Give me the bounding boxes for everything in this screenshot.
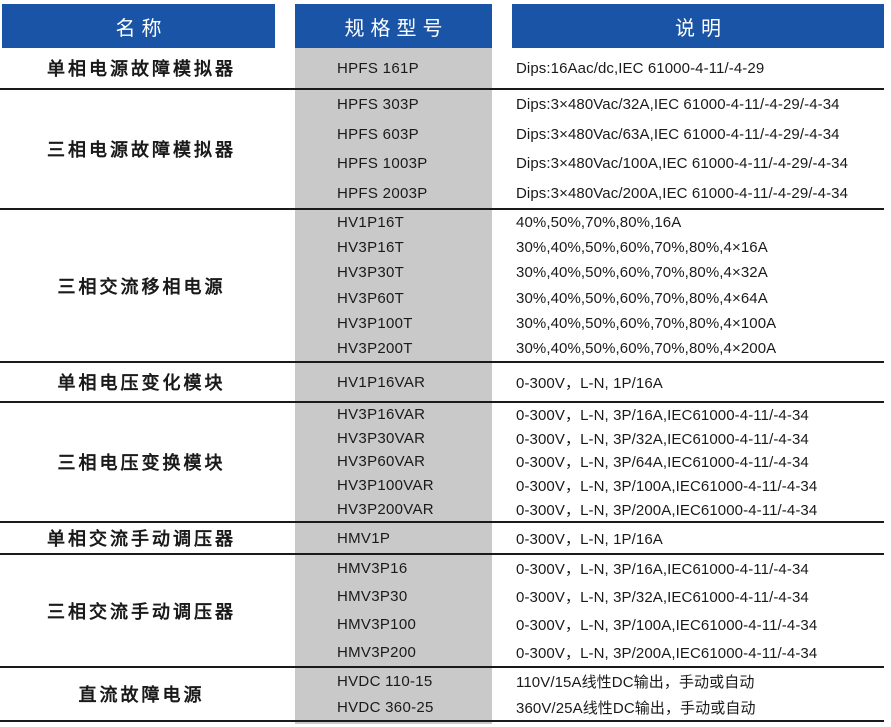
table-row-group: 直流故障电源 HVDC 110-15 HVDC 360-25 110V/15A线性DC… bbox=[0, 668, 884, 722]
model-text: HV3P16VAR bbox=[337, 406, 426, 424]
model-text: HMV1P bbox=[337, 529, 391, 547]
group-name: 三相交流移相电源 bbox=[57, 276, 226, 297]
model-cell: HMV1P bbox=[295, 523, 492, 553]
desc-cell: 0-300V，L-N, 3P/16A,IEC61000-4-11/-4-34 0-… bbox=[512, 555, 884, 666]
desc-text: Dips:3×480Vac/200A,IEC 61000-4-11/-4-29/… bbox=[516, 184, 849, 202]
header-cell-model: 规格型号 bbox=[295, 4, 492, 48]
table-row-group: 三相电压变换模块 HV3P16VAR HV3P30VAR HV3P60VAR HV3P1… bbox=[0, 403, 884, 523]
model-text: HMV3P30 bbox=[337, 588, 408, 606]
desc-cell: 40%,50%,70%,80%,16A 30%,40%,50%,60%,70%,8… bbox=[512, 210, 884, 361]
model-text: HV3P60T bbox=[337, 289, 405, 307]
header-cell-desc: 说明 bbox=[512, 4, 884, 48]
model-text: HPFS 1003P bbox=[337, 155, 428, 173]
desc-cell: 0-300V，L-N, 1P/16A bbox=[512, 523, 884, 553]
model-text: HMV3P200 bbox=[337, 643, 417, 661]
model-text: HPFS 603P bbox=[337, 125, 419, 143]
desc-text: Dips:3×480Vac/63A,IEC 61000-4-11/-4-29/-… bbox=[516, 125, 840, 143]
desc-text: 0-300V，L-N, 3P/32A,IEC61000-4-11/-4-34 bbox=[516, 589, 809, 607]
desc-text: 0-300V，L-N, 3P/16A,IEC61000-4-11/-4-34 bbox=[516, 561, 809, 579]
desc-text: 30%,40%,50%,60%,70%,80%,4×200A bbox=[516, 339, 777, 357]
desc-text: 30%,40%,50%,60%,70%,80%,4×100A bbox=[516, 314, 777, 332]
desc-text: 0-300V，L-N, 3P/200A,IEC61000-4-11/-4-34 bbox=[516, 501, 818, 519]
model-cell: HV1P16VAR bbox=[295, 363, 492, 401]
model-cell: HMV3P16 HMV3P30 HMV3P100 HMV3P200 bbox=[295, 555, 492, 666]
desc-text: 0-300V，L-N, 3P/100A,IEC61000-4-11/-4-34 bbox=[516, 616, 818, 634]
desc-text: 360V/25A线性DC输出，手动或自动 bbox=[516, 699, 756, 717]
table-row-group: 单相电压变化模块 HV1P16VAR 0-300V，L-N, 1P/16A bbox=[0, 363, 884, 403]
model-cell: HV1P16T HV3P16T HV3P30T HV3P60T HV3P100T HV3P… bbox=[295, 210, 492, 361]
model-text: HPFS 161P bbox=[337, 59, 419, 77]
desc-text: Dips:16Aac/dc,IEC 61000-4-11/-4-29 bbox=[516, 59, 765, 77]
desc-text: 0-300V，L-N, 3P/64A,IEC61000-4-11/-4-34 bbox=[516, 454, 809, 472]
desc-text: 0-300V，L-N, 3P/200A,IEC61000-4-11/-4-34 bbox=[516, 644, 818, 662]
desc-cell: Dips:16Aac/dc,IEC 61000-4-11/-4-29 bbox=[512, 48, 884, 88]
model-text: HVDC 110-15 bbox=[337, 672, 433, 690]
model-text: HPFS 303P bbox=[337, 96, 419, 114]
desc-text: Dips:3×480Vac/100A,IEC 61000-4-11/-4-29/… bbox=[516, 155, 849, 173]
desc-cell: Dips:3×480Vac/32A,IEC 61000-4-11/-4-29/-… bbox=[512, 90, 884, 208]
desc-text: 40%,50%,70%,80%,16A bbox=[516, 214, 682, 232]
model-text: HV3P30T bbox=[337, 264, 405, 282]
model-cell: HPFS 303P HPFS 603P HPFS 1003P HPFS 2003P bbox=[295, 90, 492, 208]
group-name: 单相电源故障模拟器 bbox=[47, 59, 236, 79]
desc-text: 30%,40%,50%,60%,70%,80%,4×16A bbox=[516, 239, 768, 257]
header-cell-name: 名称 bbox=[2, 4, 275, 48]
model-text: HV3P100T bbox=[337, 314, 413, 332]
model-text: HV3P200T bbox=[337, 339, 413, 357]
table-row-group: 三相交流手动调压器 HMV3P16 HMV3P30 HMV3P100 HMV3P200 0… bbox=[0, 555, 884, 668]
table-header: 名称 规格型号 说明 bbox=[0, 4, 891, 48]
desc-cell: 0-300V，L-N, 1P/16A bbox=[512, 363, 884, 401]
table-row-group: 三相交流移相电源 HV1P16T HV3P16T HV3P30T HV3P60T HV3P… bbox=[0, 210, 884, 363]
desc-text: 0-300V，L-N, 3P/32A,IEC61000-4-11/-4-34 bbox=[516, 430, 809, 448]
desc-text: 0-300V，L-N, 1P/16A bbox=[516, 530, 663, 548]
model-text: HV3P60VAR bbox=[337, 453, 426, 471]
group-name: 直流故障电源 bbox=[78, 685, 205, 705]
model-column-background bbox=[295, 48, 492, 724]
model-text: HPFS 2003P bbox=[337, 184, 428, 202]
model-text: HV1P16VAR bbox=[337, 373, 426, 391]
desc-text: Dips:3×480Vac/32A,IEC 61000-4-11/-4-29/-… bbox=[516, 96, 840, 114]
model-text: HV3P16T bbox=[337, 239, 405, 257]
model-text: HMV3P100 bbox=[337, 615, 417, 633]
model-text: HMV3P16 bbox=[337, 560, 408, 578]
desc-text: 0-300V，L-N, 3P/16A,IEC61000-4-11/-4-34 bbox=[516, 407, 809, 425]
desc-cell: 0-300V，L-N, 3P/16A,IEC61000-4-11/-4-34 0-… bbox=[512, 403, 884, 521]
group-name: 三相电源故障模拟器 bbox=[47, 140, 236, 160]
model-text: HV3P30VAR bbox=[337, 429, 426, 447]
table-body: 单相电源故障模拟器 HPFS 161P Dips:16Aac/dc,IEC 6100… bbox=[0, 48, 884, 722]
model-text: HV1P16T bbox=[337, 214, 405, 232]
table-row-group: 单相交流手动调压器 HMV1P 0-300V，L-N, 1P/16A bbox=[0, 523, 884, 555]
group-name: 三相电压变换模块 bbox=[57, 453, 226, 473]
desc-text: 110V/15A线性DC输出，手动或自动 bbox=[516, 673, 755, 691]
desc-text: 0-300V，L-N, 3P/100A,IEC61000-4-11/-4-34 bbox=[516, 478, 818, 496]
desc-cell: 110V/15A线性DC输出，手动或自动 360V/25A线性DC输出，手动或自动 bbox=[512, 668, 884, 720]
table-row-group: 三相电源故障模拟器 HPFS 303P HPFS 603P HPFS 1003P HPF… bbox=[0, 90, 884, 210]
group-name: 单相电压变化模块 bbox=[57, 373, 226, 393]
model-text: HVDC 360-25 bbox=[337, 698, 434, 716]
model-text: HV3P200VAR bbox=[337, 500, 434, 518]
model-cell: HV3P16VAR HV3P30VAR HV3P60VAR HV3P100VAR HV3… bbox=[295, 403, 492, 521]
model-cell: HPFS 161P bbox=[295, 48, 492, 88]
model-text: HV3P100VAR bbox=[337, 477, 434, 495]
model-cell: HVDC 110-15 HVDC 360-25 bbox=[295, 668, 492, 720]
group-name: 三相交流手动调压器 bbox=[47, 601, 236, 622]
desc-text: 30%,40%,50%,60%,70%,80%,4×32A bbox=[516, 264, 768, 282]
desc-text: 0-300V，L-N, 1P/16A bbox=[516, 374, 663, 392]
desc-text: 30%,40%,50%,60%,70%,80%,4×64A bbox=[516, 289, 768, 307]
table-row-group: 单相电源故障模拟器 HPFS 161P Dips:16Aac/dc,IEC 6100… bbox=[0, 48, 884, 90]
group-name: 单相交流手动调压器 bbox=[47, 529, 236, 549]
